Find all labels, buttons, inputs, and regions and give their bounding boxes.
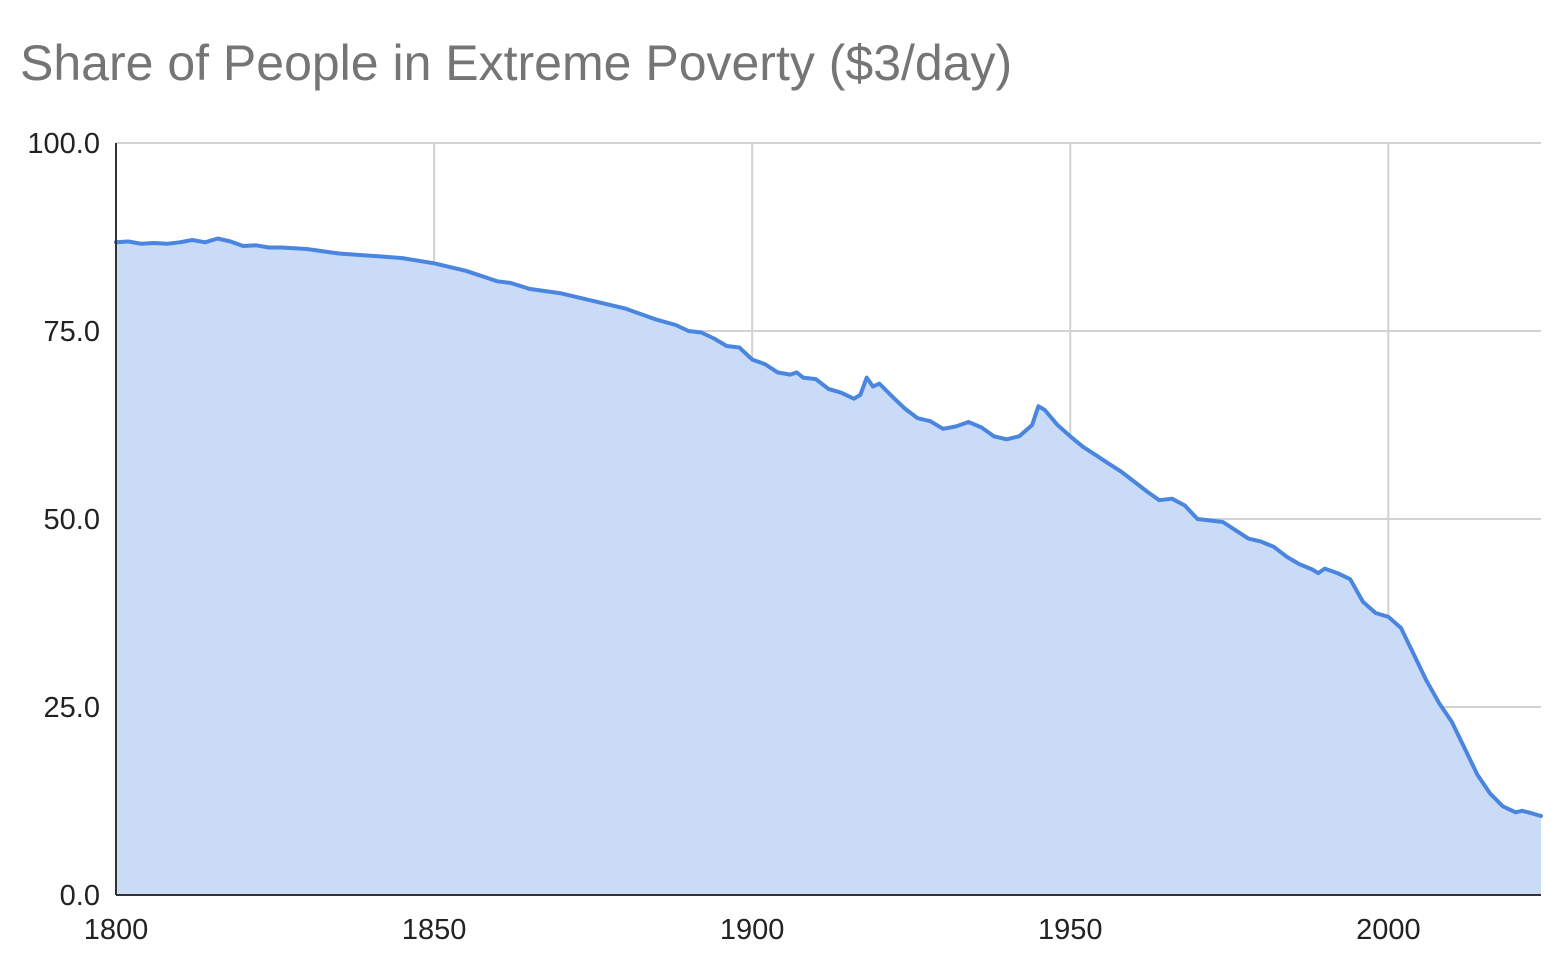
y-tick-label: 50.0 [44,504,100,536]
y-tick-label: 100.0 [27,128,100,160]
y-tick-label: 0.0 [60,880,100,912]
y-tick-label: 25.0 [44,692,100,724]
x-tick-label: 1850 [402,914,467,946]
series-line [114,236,1543,818]
chart-title: Share of People in Extreme Poverty ($3/d… [20,35,1013,91]
tick-labels: 0.0 25.0 50.0 75.0 100.0 1800 1850 1900 1950 2000 [27,128,1420,946]
y-tick-label: 75.0 [44,316,100,348]
x-tick-label: 1950 [1038,914,1103,946]
x-tick-label: 1800 [84,914,149,946]
x-tick-label: 2000 [1356,914,1421,946]
x-tick-label: 1900 [720,914,785,946]
axes [115,143,1541,896]
area-fill [116,238,1541,895]
